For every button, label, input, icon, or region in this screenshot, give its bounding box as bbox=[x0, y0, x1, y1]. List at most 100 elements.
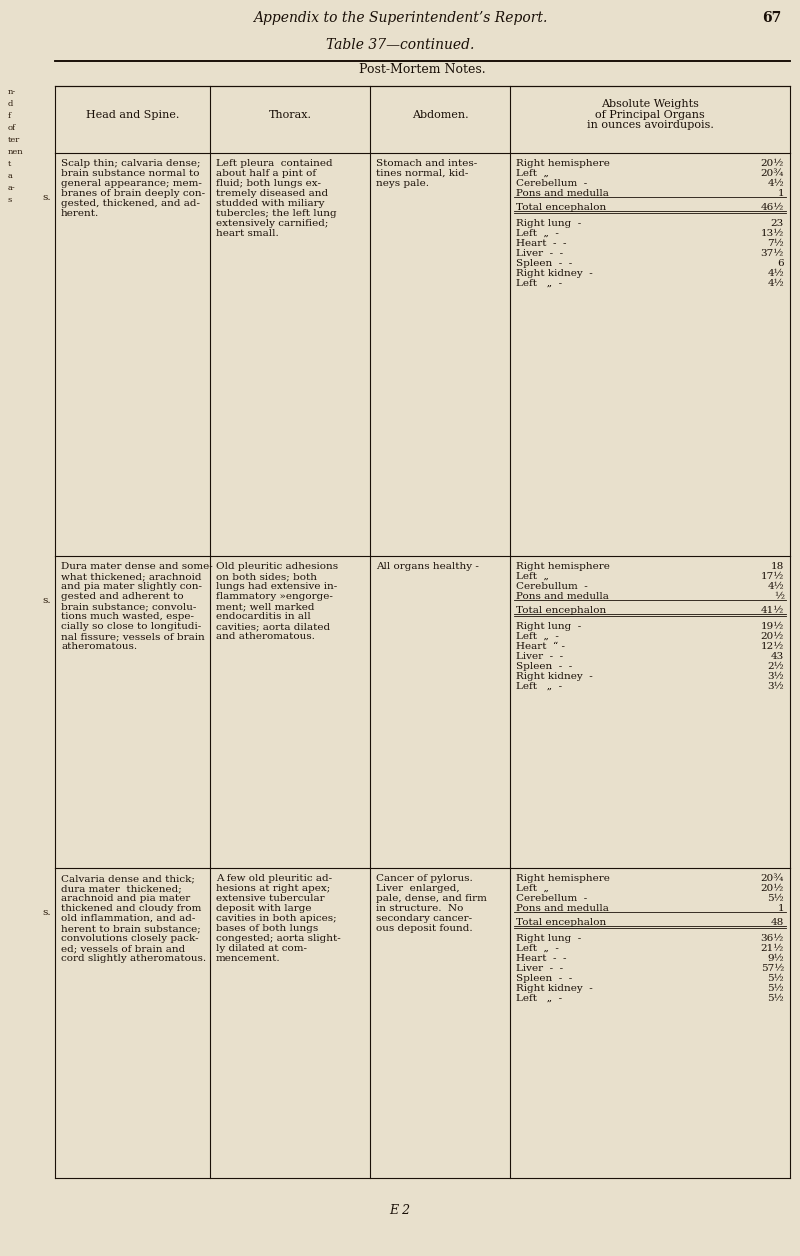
Text: deposit with large: deposit with large bbox=[216, 904, 311, 913]
Text: extensive tubercular: extensive tubercular bbox=[216, 894, 325, 903]
Text: in structure.  No: in structure. No bbox=[376, 904, 463, 913]
Text: Spleen  -  -: Spleen - - bbox=[516, 662, 572, 671]
Text: 9½: 9½ bbox=[767, 955, 784, 963]
Text: Total encephalon: Total encephalon bbox=[516, 605, 606, 615]
Text: 3½: 3½ bbox=[767, 682, 784, 691]
Text: Left  „  -: Left „ - bbox=[516, 945, 559, 953]
Text: a: a bbox=[8, 172, 13, 180]
Text: 4½: 4½ bbox=[767, 279, 784, 288]
Text: of Principal Organs: of Principal Organs bbox=[595, 109, 705, 119]
Bar bbox=[511, 869, 789, 1177]
Text: 4½: 4½ bbox=[767, 582, 784, 592]
Text: about half a pint of: about half a pint of bbox=[216, 170, 316, 178]
Text: 36½: 36½ bbox=[761, 934, 784, 943]
Text: arachnoid and pia mater: arachnoid and pia mater bbox=[61, 894, 190, 903]
Text: 37½: 37½ bbox=[761, 249, 784, 257]
Text: 57½: 57½ bbox=[761, 965, 784, 973]
Text: flammatory »engorge-: flammatory »engorge- bbox=[216, 592, 333, 602]
Text: 46½: 46½ bbox=[761, 203, 784, 212]
Text: 13½: 13½ bbox=[761, 229, 784, 237]
Text: Right lung  -: Right lung - bbox=[516, 622, 582, 631]
Text: Total encephalon: Total encephalon bbox=[516, 203, 606, 212]
Text: Pons and medulla: Pons and medulla bbox=[516, 188, 609, 198]
Text: 5½: 5½ bbox=[767, 894, 784, 903]
Text: Right kidney  -: Right kidney - bbox=[516, 269, 593, 278]
Text: in ounces avoirdupois.: in ounces avoirdupois. bbox=[586, 121, 714, 131]
Text: Total encephalon: Total encephalon bbox=[516, 918, 606, 927]
Text: Cerebellum  -: Cerebellum - bbox=[516, 894, 587, 903]
Text: 1: 1 bbox=[778, 904, 784, 913]
Text: 20½: 20½ bbox=[761, 884, 784, 893]
Text: 20¾: 20¾ bbox=[761, 170, 784, 178]
Text: 67: 67 bbox=[762, 11, 782, 25]
Text: Right lung  -: Right lung - bbox=[516, 934, 582, 943]
Text: Heart  -  -: Heart - - bbox=[516, 955, 566, 963]
Text: and pia mater slightly con-: and pia mater slightly con- bbox=[61, 582, 202, 592]
Text: herent.: herent. bbox=[61, 208, 99, 219]
Text: convolutions closely pack-: convolutions closely pack- bbox=[61, 934, 198, 943]
Text: 5½: 5½ bbox=[767, 983, 784, 993]
Text: 20¾: 20¾ bbox=[761, 874, 784, 883]
Text: ed; vessels of brain and: ed; vessels of brain and bbox=[61, 945, 186, 953]
Text: 18: 18 bbox=[770, 561, 784, 571]
Text: Head and Spine.: Head and Spine. bbox=[86, 109, 179, 119]
Text: and atheromatous.: and atheromatous. bbox=[216, 632, 315, 641]
Text: E 2: E 2 bbox=[390, 1205, 410, 1217]
Text: lungs had extensive in-: lungs had extensive in- bbox=[216, 582, 338, 592]
Text: gested and adherent to: gested and adherent to bbox=[61, 592, 184, 602]
Text: a-: a- bbox=[8, 183, 16, 192]
Text: 17½: 17½ bbox=[761, 571, 784, 582]
Text: 5½: 5½ bbox=[767, 993, 784, 1004]
Text: Table 37—continued.: Table 37—continued. bbox=[326, 38, 474, 51]
Text: Left   „  -: Left „ - bbox=[516, 993, 562, 1004]
Text: Dura mater dense and some-: Dura mater dense and some- bbox=[61, 561, 213, 571]
Text: cially so close to longitudi-: cially so close to longitudi- bbox=[61, 622, 202, 631]
Text: brain substance; convolu-: brain substance; convolu- bbox=[61, 602, 196, 610]
Text: bases of both lungs: bases of both lungs bbox=[216, 924, 318, 933]
Text: studded with miliary: studded with miliary bbox=[216, 198, 325, 208]
Text: 7½: 7½ bbox=[767, 239, 784, 247]
Text: Left   „  -: Left „ - bbox=[516, 682, 562, 691]
Text: cavities; aorta dilated: cavities; aorta dilated bbox=[216, 622, 330, 631]
Text: secondary cancer-: secondary cancer- bbox=[376, 914, 472, 923]
Text: tions much wasted, espe-: tions much wasted, espe- bbox=[61, 612, 194, 620]
Text: n-: n- bbox=[8, 88, 16, 95]
Text: neys pale.: neys pale. bbox=[376, 180, 429, 188]
Text: fluid; both lungs ex-: fluid; both lungs ex- bbox=[216, 180, 321, 188]
Text: ly dilated at com-: ly dilated at com- bbox=[216, 945, 307, 953]
Text: 6: 6 bbox=[778, 259, 784, 268]
Text: Left  „: Left „ bbox=[516, 170, 552, 178]
Text: Left   „  -: Left „ - bbox=[516, 279, 562, 288]
Text: heart small.: heart small. bbox=[216, 229, 278, 237]
Text: congested; aorta slight-: congested; aorta slight- bbox=[216, 934, 341, 943]
Text: tremely diseased and: tremely diseased and bbox=[216, 188, 328, 198]
Text: gested, thickened, and ad-: gested, thickened, and ad- bbox=[61, 198, 200, 208]
Text: Right hemisphere: Right hemisphere bbox=[516, 561, 610, 571]
Text: Spleen  -  -: Spleen - - bbox=[516, 259, 572, 268]
Bar bbox=[511, 556, 789, 867]
Text: A few old pleuritic ad-: A few old pleuritic ad- bbox=[216, 874, 332, 883]
Text: 41½: 41½ bbox=[761, 605, 784, 615]
Text: Left  „  -: Left „ - bbox=[516, 632, 559, 641]
Text: nen: nen bbox=[8, 148, 24, 156]
Text: mencement.: mencement. bbox=[216, 955, 281, 963]
Text: 4½: 4½ bbox=[767, 180, 784, 188]
Text: Right kidney  -: Right kidney - bbox=[516, 983, 593, 993]
Text: Liver  -  -: Liver - - bbox=[516, 249, 563, 257]
Text: Heart  “ -: Heart “ - bbox=[516, 642, 565, 651]
Text: what thickened; arachnoid: what thickened; arachnoid bbox=[61, 571, 202, 582]
Text: 3½: 3½ bbox=[767, 672, 784, 681]
Text: Right hemisphere: Right hemisphere bbox=[516, 160, 610, 168]
Text: Appendix to the Superintendent’s Report.: Appendix to the Superintendent’s Report. bbox=[253, 11, 547, 25]
Text: Pons and medulla: Pons and medulla bbox=[516, 904, 609, 913]
Text: s: s bbox=[8, 196, 12, 203]
Text: nal fissure; vessels of brain: nal fissure; vessels of brain bbox=[61, 632, 205, 641]
Text: 48: 48 bbox=[770, 918, 784, 927]
Text: Liver  enlarged,: Liver enlarged, bbox=[376, 884, 460, 893]
Text: Cancer of pylorus.: Cancer of pylorus. bbox=[376, 874, 473, 883]
Text: ½: ½ bbox=[774, 592, 784, 602]
Text: branes of brain deeply con-: branes of brain deeply con- bbox=[61, 188, 205, 198]
Text: cord slightly atheromatous.: cord slightly atheromatous. bbox=[61, 955, 206, 963]
Text: f: f bbox=[8, 112, 11, 121]
Text: tines normal, kid-: tines normal, kid- bbox=[376, 170, 468, 178]
